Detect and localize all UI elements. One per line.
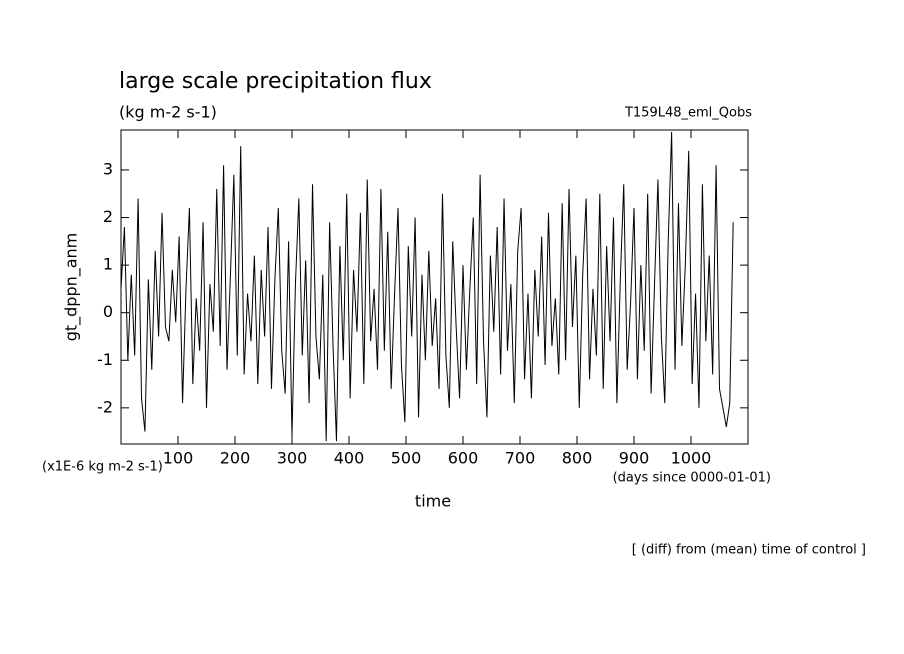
y-tick-label: 3 xyxy=(103,159,113,178)
x-tick-label: 900 xyxy=(619,449,650,468)
x-tick-label: 800 xyxy=(562,449,593,468)
x-axis-label: time xyxy=(415,492,451,511)
x-tick-label: 700 xyxy=(505,449,536,468)
y-tick-label: 2 xyxy=(103,207,113,226)
chart-title: large scale precipitation flux xyxy=(119,69,432,94)
y-unit: (x1E-6 kg m-2 s-1) xyxy=(42,460,163,475)
run-label: T159L48_eml_Qobs xyxy=(624,106,752,121)
x-tick-label: 1000 xyxy=(671,449,712,468)
y-tick-label: -1 xyxy=(97,350,113,369)
y-tick-label: 1 xyxy=(103,255,113,274)
x-unit: (days since 0000-01-01) xyxy=(613,471,771,486)
series-line xyxy=(120,131,734,442)
y-tick-label: 0 xyxy=(103,302,113,321)
note: [ (diff) from (mean) time of control ] xyxy=(632,543,866,558)
x-tick-label: 300 xyxy=(277,449,308,468)
x-tick-label: 500 xyxy=(391,449,422,468)
x-tick-label: 100 xyxy=(163,449,194,468)
y-axis-label: gt_dppn_anm xyxy=(62,233,82,342)
y-tick-label: -2 xyxy=(97,397,113,416)
chart-subtitle: (kg m-2 s-1) xyxy=(119,103,217,122)
x-tick-label: 600 xyxy=(448,449,479,468)
x-tick-label: 200 xyxy=(220,449,251,468)
x-tick-label: 400 xyxy=(334,449,365,468)
